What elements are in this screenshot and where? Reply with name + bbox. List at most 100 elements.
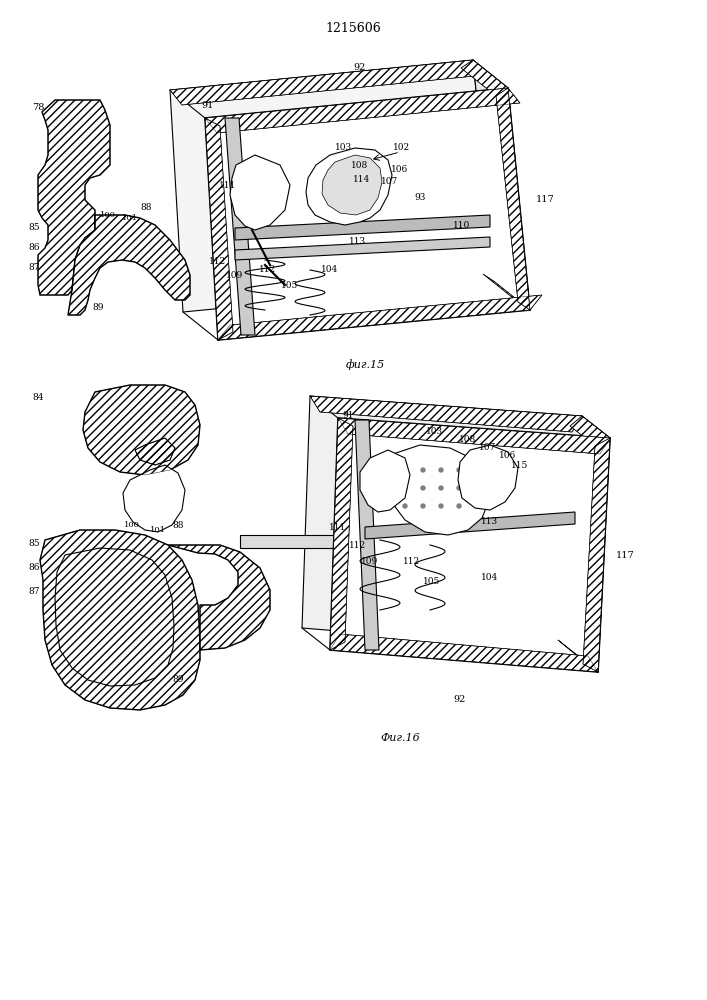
Polygon shape: [302, 396, 582, 650]
Text: 117: 117: [616, 550, 634, 560]
Circle shape: [457, 504, 461, 508]
Polygon shape: [330, 418, 610, 672]
Text: 107: 107: [381, 178, 399, 186]
Polygon shape: [583, 438, 610, 672]
Text: 111: 111: [219, 180, 237, 190]
Text: Фиг.16: Фиг.16: [380, 733, 420, 743]
Polygon shape: [483, 274, 530, 310]
Text: 92: 92: [354, 64, 366, 73]
Polygon shape: [40, 530, 200, 710]
Polygon shape: [322, 155, 382, 215]
Text: 87: 87: [28, 263, 40, 272]
Polygon shape: [218, 295, 542, 340]
Text: 112: 112: [349, 540, 366, 550]
Text: 112: 112: [259, 265, 276, 274]
Polygon shape: [330, 634, 598, 672]
Text: 85: 85: [28, 224, 40, 232]
Polygon shape: [135, 438, 175, 465]
Text: 88: 88: [173, 520, 184, 530]
Text: 84: 84: [32, 393, 44, 402]
Text: 87: 87: [28, 587, 40, 596]
Text: 91: 91: [201, 101, 214, 109]
Text: 103: 103: [335, 143, 353, 152]
Text: 104: 104: [481, 574, 498, 582]
Polygon shape: [330, 418, 353, 650]
Polygon shape: [205, 88, 520, 133]
Polygon shape: [360, 450, 410, 512]
Polygon shape: [205, 118, 233, 340]
Polygon shape: [170, 60, 495, 312]
Text: 89: 89: [173, 676, 184, 684]
Polygon shape: [68, 215, 190, 315]
Polygon shape: [355, 420, 379, 650]
Polygon shape: [170, 60, 485, 105]
Polygon shape: [38, 100, 110, 295]
Text: фиг.15: фиг.15: [346, 360, 385, 370]
Text: 104: 104: [322, 265, 339, 274]
Text: 88: 88: [140, 204, 151, 213]
Polygon shape: [310, 396, 582, 432]
Circle shape: [439, 504, 443, 508]
Text: 108: 108: [351, 160, 368, 169]
Text: 109: 109: [226, 270, 244, 279]
Polygon shape: [473, 60, 530, 310]
Polygon shape: [388, 445, 490, 535]
Text: 106: 106: [392, 165, 409, 174]
Text: 117: 117: [536, 196, 554, 205]
Text: 1215606: 1215606: [325, 21, 381, 34]
Polygon shape: [168, 545, 270, 650]
Polygon shape: [123, 465, 185, 532]
Polygon shape: [230, 155, 290, 230]
Polygon shape: [225, 118, 255, 335]
Text: 86: 86: [28, 243, 40, 252]
Text: 106: 106: [499, 452, 517, 460]
Polygon shape: [461, 60, 508, 96]
Text: 78: 78: [32, 104, 45, 112]
Polygon shape: [570, 416, 610, 448]
Text: 113: 113: [349, 237, 366, 246]
Polygon shape: [235, 215, 490, 240]
Circle shape: [421, 468, 425, 472]
Text: 112: 112: [404, 558, 421, 566]
Text: 101: 101: [150, 526, 166, 534]
Circle shape: [439, 486, 443, 490]
Polygon shape: [570, 416, 610, 672]
Text: 101: 101: [122, 214, 138, 222]
Polygon shape: [235, 237, 490, 260]
Text: 103: 103: [426, 428, 443, 436]
Circle shape: [439, 468, 443, 472]
Text: 105: 105: [423, 578, 440, 586]
Text: 115: 115: [511, 462, 529, 471]
Circle shape: [403, 504, 407, 508]
Text: 109: 109: [361, 558, 379, 566]
Text: 105: 105: [281, 280, 298, 290]
Polygon shape: [83, 385, 200, 475]
Polygon shape: [55, 548, 174, 686]
Text: 100: 100: [100, 211, 116, 219]
Text: 91: 91: [342, 410, 354, 420]
Text: 110: 110: [453, 222, 471, 231]
Circle shape: [457, 486, 461, 490]
Text: 85: 85: [28, 538, 40, 548]
Polygon shape: [306, 148, 392, 225]
Polygon shape: [338, 418, 610, 454]
Polygon shape: [240, 535, 335, 548]
Text: 111: 111: [329, 524, 346, 532]
Text: 100: 100: [124, 521, 140, 529]
Text: 89: 89: [92, 304, 103, 312]
Text: 114: 114: [354, 176, 370, 184]
Text: 93: 93: [414, 194, 426, 202]
Circle shape: [457, 468, 461, 472]
Circle shape: [403, 468, 407, 472]
Text: 113: 113: [481, 518, 498, 526]
Circle shape: [421, 486, 425, 490]
Circle shape: [403, 486, 407, 490]
Text: 107: 107: [479, 444, 496, 452]
Text: 86: 86: [28, 564, 40, 572]
Polygon shape: [558, 640, 598, 672]
Polygon shape: [365, 512, 575, 539]
Text: 102: 102: [393, 143, 411, 152]
Text: 92: 92: [454, 696, 466, 704]
Text: 112: 112: [209, 257, 226, 266]
Polygon shape: [496, 88, 530, 310]
